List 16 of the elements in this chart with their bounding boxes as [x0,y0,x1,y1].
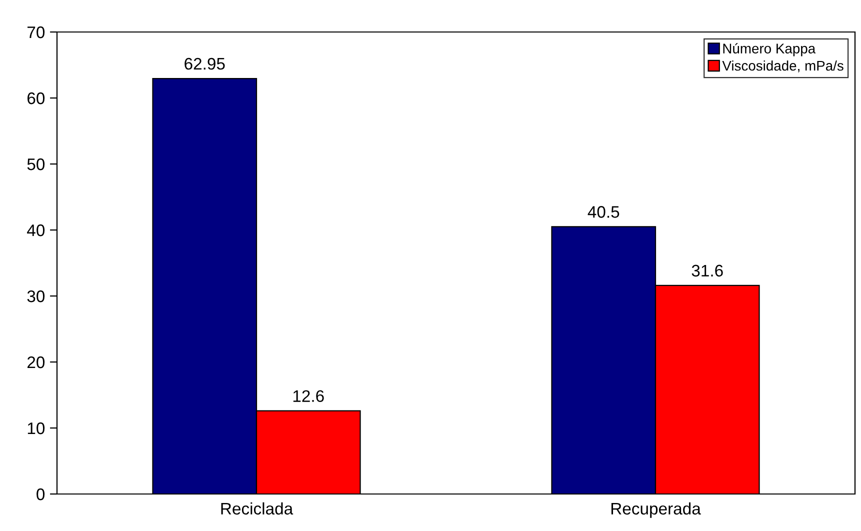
legend-label: Viscosidade, mPa/s [722,60,844,72]
x-tick-label: Recuperada [611,502,701,518]
y-tick-label: 20 [27,356,45,368]
data-label: 31.6 [692,264,723,277]
y-tick-label: 70 [28,26,45,38]
data-label: 12.6 [293,390,324,402]
y-tick-label: 10 [28,422,45,434]
y-tick-label: 0 [36,488,45,500]
y-tick-label: 50 [27,158,45,170]
y-tick-label: 60 [28,92,45,104]
y-tick-label: 30 [27,290,45,302]
y-tick-label: 40 [27,224,45,236]
legend-label: Número Kappa [723,43,816,56]
data-label: 40.5 [588,206,620,218]
x-tick-label: Reciclada [221,502,294,515]
data-label: 62.95 [184,58,225,70]
